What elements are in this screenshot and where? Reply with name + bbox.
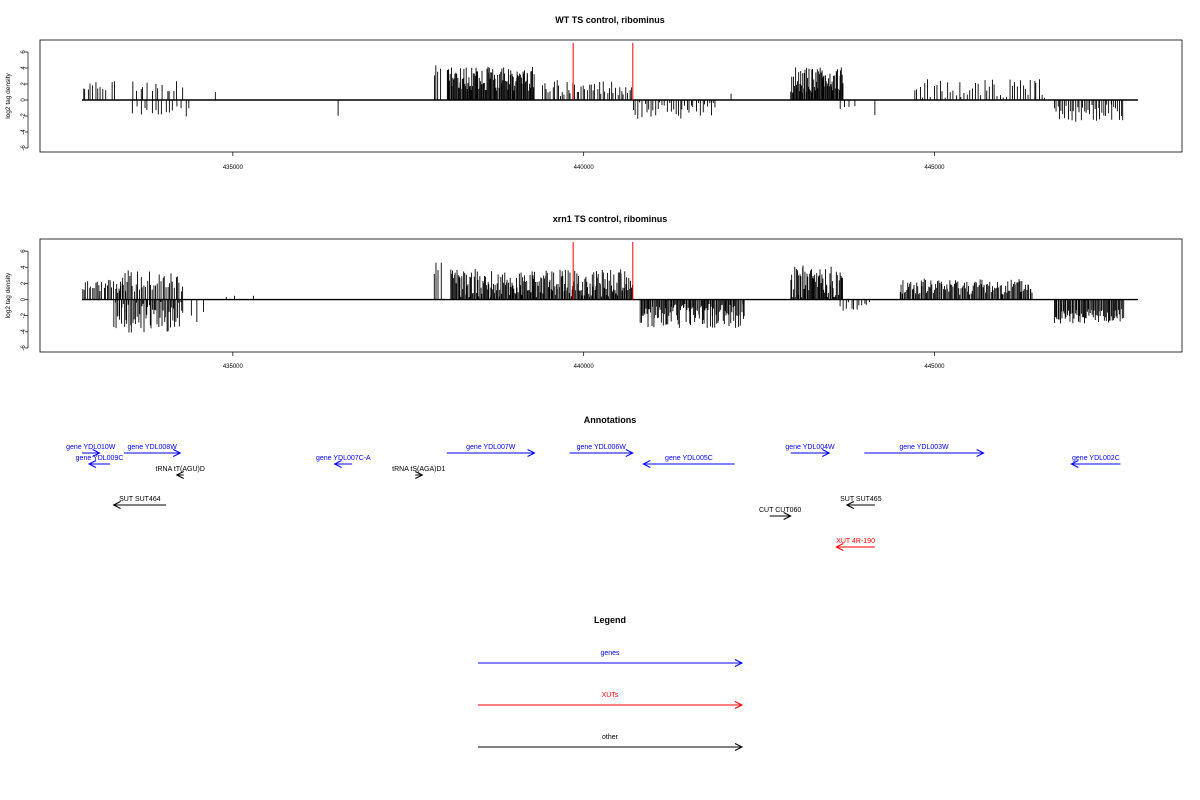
feature-arrow — [569, 449, 634, 457]
x-tick-label: 440000 — [574, 364, 595, 370]
plot-frame — [39, 238, 1183, 353]
annotation-features: gene YDL010W gene YDL009C gene YDL008W tRNA… — [66, 444, 1121, 551]
y-tick-label: -4 — [21, 328, 27, 334]
y-tick-label: 2 — [21, 82, 27, 86]
feature-arrow — [642, 460, 735, 468]
y-tick-label: -6 — [21, 145, 27, 151]
feature-label: CUT CUT060 — [759, 507, 801, 514]
y-tick-label: -2 — [21, 113, 27, 119]
feature-arrow — [864, 449, 985, 457]
feature-label: gene YDL005C — [665, 455, 713, 462]
panel-title: WT TS control, ribominus — [555, 15, 665, 25]
feature-arrow — [845, 501, 875, 509]
legend-label: genes — [600, 650, 620, 657]
legend-label: XUTs — [602, 692, 619, 699]
feature-label: gene YDL002C — [1072, 455, 1120, 462]
x-tick-label: 445000 — [925, 364, 946, 370]
feature-label: tRNA tT(AGU)D — [156, 466, 205, 473]
feature-arrow — [790, 449, 831, 457]
plot-frame — [39, 39, 1183, 153]
x-tick-label: 435000 — [223, 165, 244, 171]
feature-label: gene YDL003W — [899, 444, 949, 451]
feature-arrow — [112, 501, 167, 509]
x-tick-label: 445000 — [925, 165, 946, 171]
x-tick-label: 440000 — [574, 165, 595, 171]
feature-arrow — [415, 471, 424, 479]
track-panel: xrn1 TS control, ribominus -6 -4 -2 0 2 4 6 log2… — [5, 214, 1183, 370]
panel-title: xrn1 TS control, ribominus — [553, 214, 668, 224]
y-tick-label: -2 — [21, 312, 27, 318]
y-tick-label: -6 — [21, 345, 27, 351]
y-axis-label: log2 tag density — [5, 72, 12, 118]
legend-items: genes XUTs other — [478, 650, 744, 751]
y-tick-label: 6 — [21, 50, 27, 54]
legend-arrow — [478, 659, 744, 667]
legend: Legend genes XUTs other — [478, 615, 744, 751]
feature-label: gene YDL009C — [76, 455, 124, 462]
chart-panels: WT TS control, ribominus -6 -4 -2 0 2 4 6 log2 t… — [5, 15, 1183, 370]
legend-arrow — [478, 743, 744, 751]
feature-arrow — [124, 449, 182, 457]
feature-arrow — [769, 512, 792, 520]
feature-label: tRNA tS(AGA)D1 — [392, 466, 445, 473]
y-tick-label: 4 — [21, 265, 27, 269]
y-axis-label: log2 tag density — [5, 272, 12, 318]
feature-arrow — [446, 449, 536, 457]
legend-label: other — [602, 734, 619, 741]
density-bars — [82, 262, 1125, 333]
feature-arrow — [835, 543, 875, 551]
feature-label: gene YDL010W — [66, 444, 116, 451]
y-tick-label: 0 — [21, 98, 27, 102]
y-tick-label: 4 — [21, 66, 27, 70]
feature-label: gene YDL008W — [128, 444, 178, 451]
feature-arrow — [87, 460, 111, 468]
x-tick-label: 435000 — [223, 364, 244, 370]
track-panel: WT TS control, ribominus -6 -4 -2 0 2 4 6 log2 t… — [5, 15, 1183, 171]
feature-arrow — [82, 449, 101, 457]
feature-arrow — [1070, 460, 1121, 468]
feature-arrow — [333, 460, 353, 468]
feature-label: SUT SUT465 — [840, 496, 882, 503]
y-tick-label: 0 — [21, 297, 27, 301]
feature-label: gene YDL004W — [785, 444, 835, 451]
density-bars — [83, 65, 1124, 122]
y-tick-label: 6 — [21, 249, 27, 253]
feature-label: SUT SUT464 — [119, 496, 161, 503]
legend-title: Legend — [594, 615, 626, 625]
annotations-title: Annotations — [584, 415, 637, 425]
feature-label: gene YDL007C-A — [316, 455, 371, 462]
feature-label: gene YDL006W — [577, 444, 627, 451]
feature-label: XUT 4R-190 — [836, 538, 875, 545]
feature-arrow — [175, 471, 184, 479]
feature-label: gene YDL007W — [466, 444, 516, 451]
y-tick-label: 2 — [21, 281, 27, 285]
legend-arrow — [478, 701, 744, 709]
y-tick-label: -4 — [21, 129, 27, 135]
